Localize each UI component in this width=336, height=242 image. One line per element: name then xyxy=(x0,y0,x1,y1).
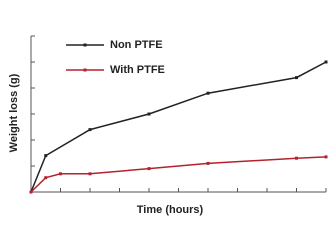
point xyxy=(147,167,151,171)
series-line xyxy=(30,61,327,193)
point xyxy=(295,76,298,80)
x-axis-label: Time (hours) xyxy=(137,204,204,216)
y-axis-label: Weight loss (g) xyxy=(8,73,20,152)
point xyxy=(324,155,328,159)
legend-label: Non PTFE xyxy=(110,39,163,51)
point xyxy=(88,128,92,132)
point xyxy=(206,161,210,165)
point xyxy=(324,60,328,64)
point xyxy=(29,190,33,194)
point xyxy=(147,112,151,116)
point xyxy=(44,154,48,158)
legend-marker xyxy=(83,68,87,72)
legend-label: With PTFE xyxy=(110,64,165,76)
point xyxy=(206,91,210,95)
point xyxy=(59,172,62,176)
legend-marker xyxy=(83,43,87,47)
series-line xyxy=(30,156,327,193)
point xyxy=(88,172,92,176)
point xyxy=(44,176,48,180)
point xyxy=(295,156,298,160)
